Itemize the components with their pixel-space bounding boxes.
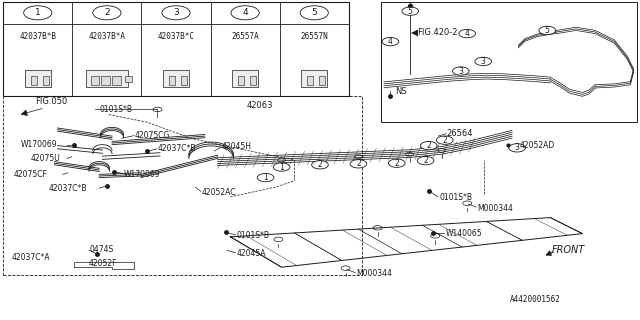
Circle shape xyxy=(312,161,328,169)
Text: 2: 2 xyxy=(356,159,361,168)
Text: 42063: 42063 xyxy=(246,101,273,110)
Circle shape xyxy=(93,6,121,20)
Text: 2: 2 xyxy=(423,156,428,165)
Text: 42037B*C: 42037B*C xyxy=(157,32,195,41)
Text: 3: 3 xyxy=(458,67,463,76)
Circle shape xyxy=(24,6,52,20)
FancyBboxPatch shape xyxy=(169,76,175,84)
Text: 42037C*B: 42037C*B xyxy=(49,184,87,193)
Text: 0474S: 0474S xyxy=(90,245,114,254)
FancyBboxPatch shape xyxy=(101,76,110,85)
FancyBboxPatch shape xyxy=(232,70,258,87)
Circle shape xyxy=(382,37,399,46)
Text: 42045H: 42045H xyxy=(221,142,252,151)
Circle shape xyxy=(539,26,556,35)
Text: 3: 3 xyxy=(173,8,179,17)
Text: NS: NS xyxy=(395,87,406,96)
Text: 0101S*B: 0101S*B xyxy=(237,231,270,240)
FancyBboxPatch shape xyxy=(25,70,51,87)
Text: 2: 2 xyxy=(442,136,447,145)
Text: 2: 2 xyxy=(317,160,323,169)
FancyBboxPatch shape xyxy=(3,96,362,275)
Text: 5: 5 xyxy=(312,8,317,17)
Text: FIG.420-2: FIG.420-2 xyxy=(417,28,458,37)
Text: 42075U: 42075U xyxy=(31,154,60,163)
Text: 42037B*B: 42037B*B xyxy=(19,32,56,41)
Text: A4420001562: A4420001562 xyxy=(510,295,561,304)
Text: 42052AC: 42052AC xyxy=(202,188,236,197)
FancyBboxPatch shape xyxy=(250,76,256,84)
FancyBboxPatch shape xyxy=(125,76,132,82)
Circle shape xyxy=(452,67,469,75)
Text: 26557N: 26557N xyxy=(300,32,328,41)
Circle shape xyxy=(436,136,453,144)
Text: 26564: 26564 xyxy=(447,129,473,138)
Circle shape xyxy=(257,173,274,182)
Text: 42037C*B: 42037C*B xyxy=(158,144,196,153)
FancyBboxPatch shape xyxy=(112,76,121,85)
Text: 26557A: 26557A xyxy=(231,32,259,41)
Text: 2: 2 xyxy=(394,159,399,168)
FancyBboxPatch shape xyxy=(181,76,187,84)
Text: W170069: W170069 xyxy=(20,140,57,149)
FancyBboxPatch shape xyxy=(90,76,99,85)
Text: 42037C*A: 42037C*A xyxy=(12,253,50,262)
Text: 4: 4 xyxy=(243,8,248,17)
Text: 42045A: 42045A xyxy=(237,249,266,258)
Text: M000344: M000344 xyxy=(356,269,392,278)
FancyBboxPatch shape xyxy=(238,76,244,84)
Text: FRONT: FRONT xyxy=(552,244,585,255)
FancyBboxPatch shape xyxy=(86,69,127,87)
Text: W140065: W140065 xyxy=(445,229,482,238)
Circle shape xyxy=(300,6,328,20)
Circle shape xyxy=(509,144,525,152)
Circle shape xyxy=(273,163,290,171)
Text: 5: 5 xyxy=(408,7,413,16)
FancyBboxPatch shape xyxy=(42,76,49,84)
Text: 42075CG: 42075CG xyxy=(134,131,170,140)
Circle shape xyxy=(420,141,437,150)
FancyBboxPatch shape xyxy=(301,70,327,87)
Text: 2: 2 xyxy=(104,8,109,17)
Text: 42037B*A: 42037B*A xyxy=(88,32,125,41)
Text: 4: 4 xyxy=(465,29,470,38)
FancyBboxPatch shape xyxy=(3,2,349,96)
FancyBboxPatch shape xyxy=(31,76,36,84)
Circle shape xyxy=(417,156,434,165)
FancyBboxPatch shape xyxy=(319,76,325,84)
FancyBboxPatch shape xyxy=(163,70,189,87)
Text: 42075CF: 42075CF xyxy=(14,170,48,179)
Text: 0101S*B: 0101S*B xyxy=(99,105,132,114)
FancyBboxPatch shape xyxy=(381,2,637,122)
Circle shape xyxy=(162,6,190,20)
Circle shape xyxy=(402,7,419,15)
Text: 42052AD: 42052AD xyxy=(520,141,555,150)
Text: 42052F: 42052F xyxy=(89,260,118,268)
Text: 0101S*B: 0101S*B xyxy=(439,193,472,202)
Circle shape xyxy=(459,29,476,38)
Text: FIG.050: FIG.050 xyxy=(35,97,67,106)
Circle shape xyxy=(350,160,367,168)
Text: 3: 3 xyxy=(481,57,486,66)
Circle shape xyxy=(231,6,259,20)
Text: 2: 2 xyxy=(426,141,431,150)
Text: W170069: W170069 xyxy=(124,170,160,179)
Text: 1: 1 xyxy=(279,163,284,172)
Text: M000344: M000344 xyxy=(477,204,513,212)
Circle shape xyxy=(475,57,492,66)
Text: 1: 1 xyxy=(35,8,40,17)
Text: 4: 4 xyxy=(388,37,393,46)
Text: 3: 3 xyxy=(515,143,520,152)
Text: 1: 1 xyxy=(263,173,268,182)
Text: 5: 5 xyxy=(545,26,550,35)
FancyBboxPatch shape xyxy=(307,76,313,84)
Circle shape xyxy=(388,159,405,167)
